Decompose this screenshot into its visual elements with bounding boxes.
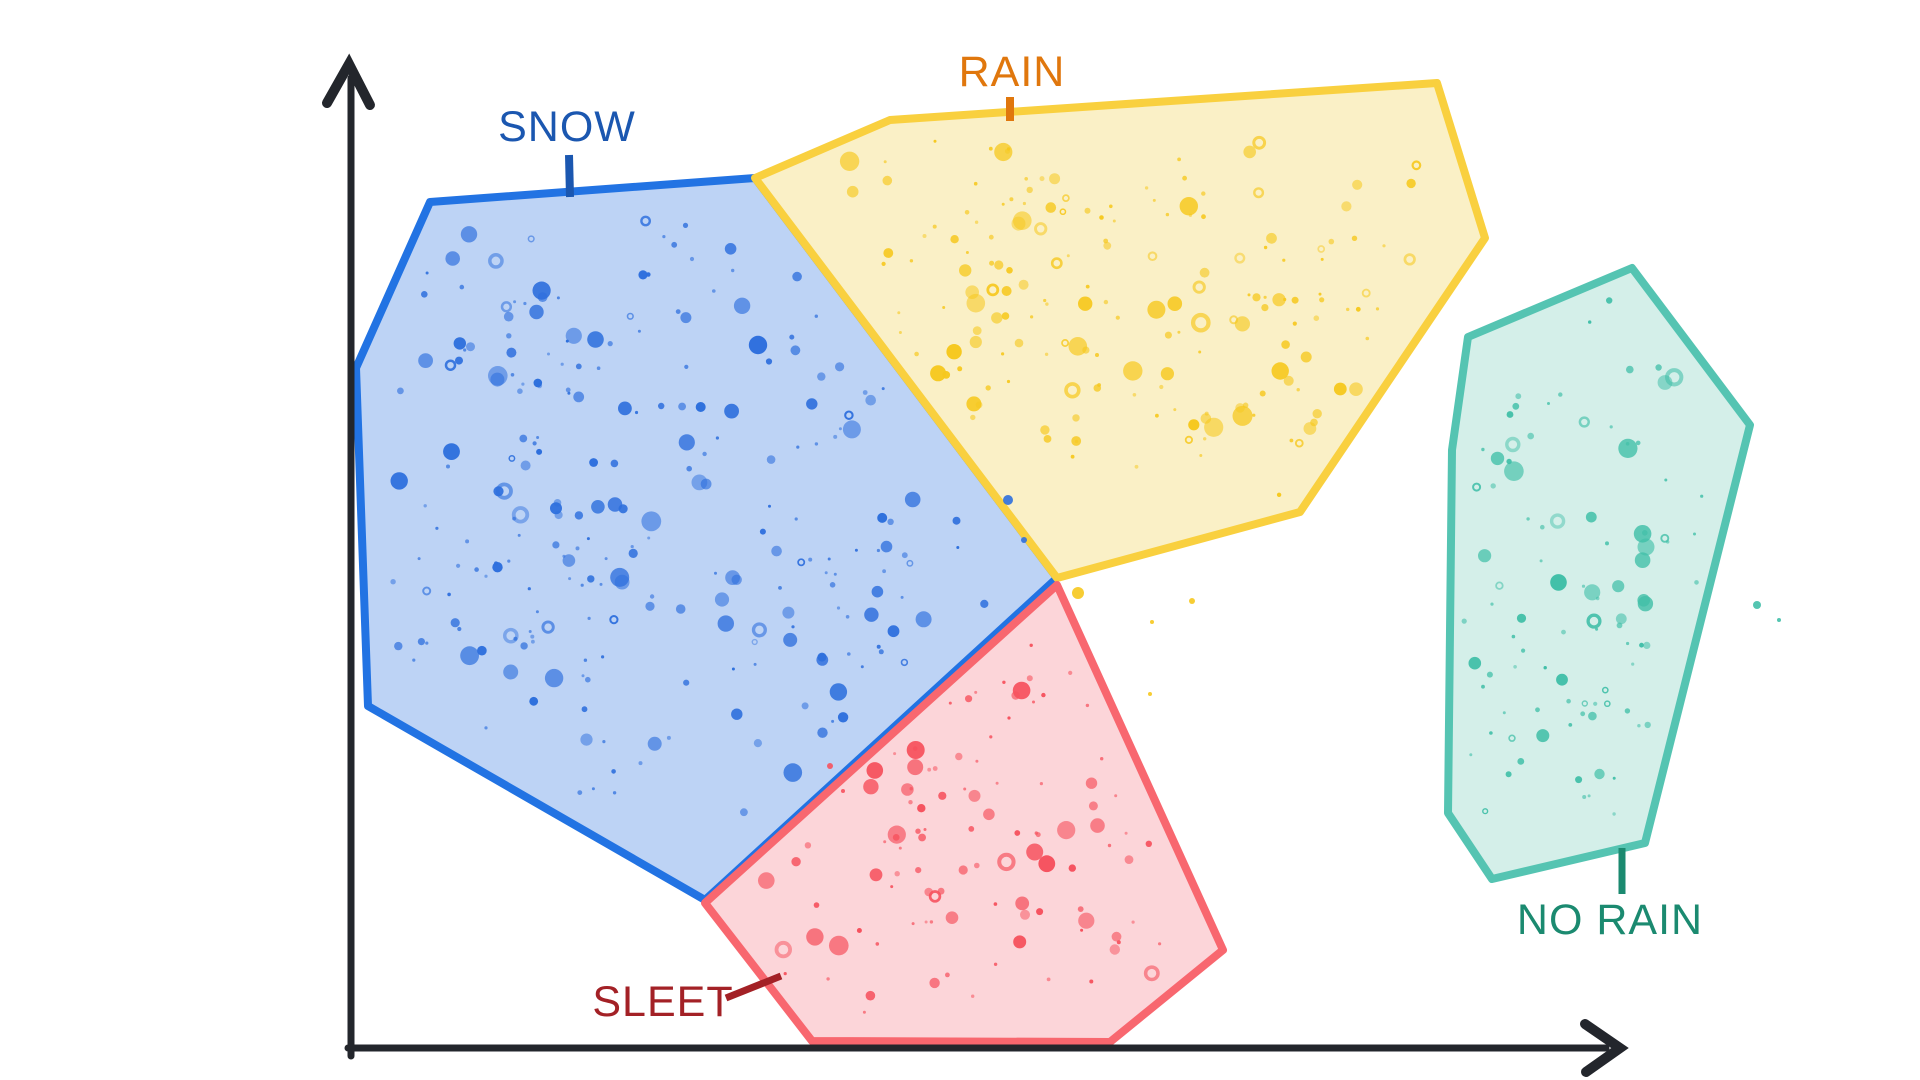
cluster-regions [352, 79, 1754, 1046]
snow-label-tick [565, 154, 574, 198]
snow-label: SNOW [498, 103, 636, 151]
no-rain-stray-dot [1777, 618, 1781, 622]
cluster-labels: SNOW RAIN SLEET NO RAIN [498, 48, 1703, 1026]
rain-stray-dot [1072, 587, 1084, 599]
sleet-region [701, 581, 1227, 1046]
sleet-label-tick [724, 972, 783, 1002]
snow-dot-cloud [390, 215, 1027, 817]
rain-stray-dot [1189, 598, 1195, 604]
axes [322, 53, 1629, 1077]
no-rain-dot-cloud [1461, 297, 1781, 816]
x-axis-arrow-icon [1580, 1019, 1629, 1077]
label-pointer-lines [565, 97, 1626, 1002]
rain-region [751, 79, 1489, 582]
y-axis-arrow-icon [322, 53, 375, 110]
cluster-dots [390, 135, 1781, 1014]
sleet-dot-cloud [758, 643, 1162, 1014]
rain-stray-dot [1148, 692, 1152, 696]
no-rain-stray-dot [1753, 601, 1761, 609]
sleet-stray-dot [827, 763, 833, 769]
rain-stray-dot [1150, 620, 1154, 624]
sleet-label: SLEET [592, 978, 733, 1026]
sleet-stray-dot [841, 789, 845, 793]
snow-stray-dot [1021, 537, 1027, 543]
rain-label: RAIN [959, 48, 1066, 96]
no-rain-label: NO RAIN [1517, 896, 1703, 944]
no-rain-region [1444, 264, 1754, 883]
rain-dot-cloud [839, 135, 1422, 696]
snow-stray-dot [1003, 495, 1013, 505]
